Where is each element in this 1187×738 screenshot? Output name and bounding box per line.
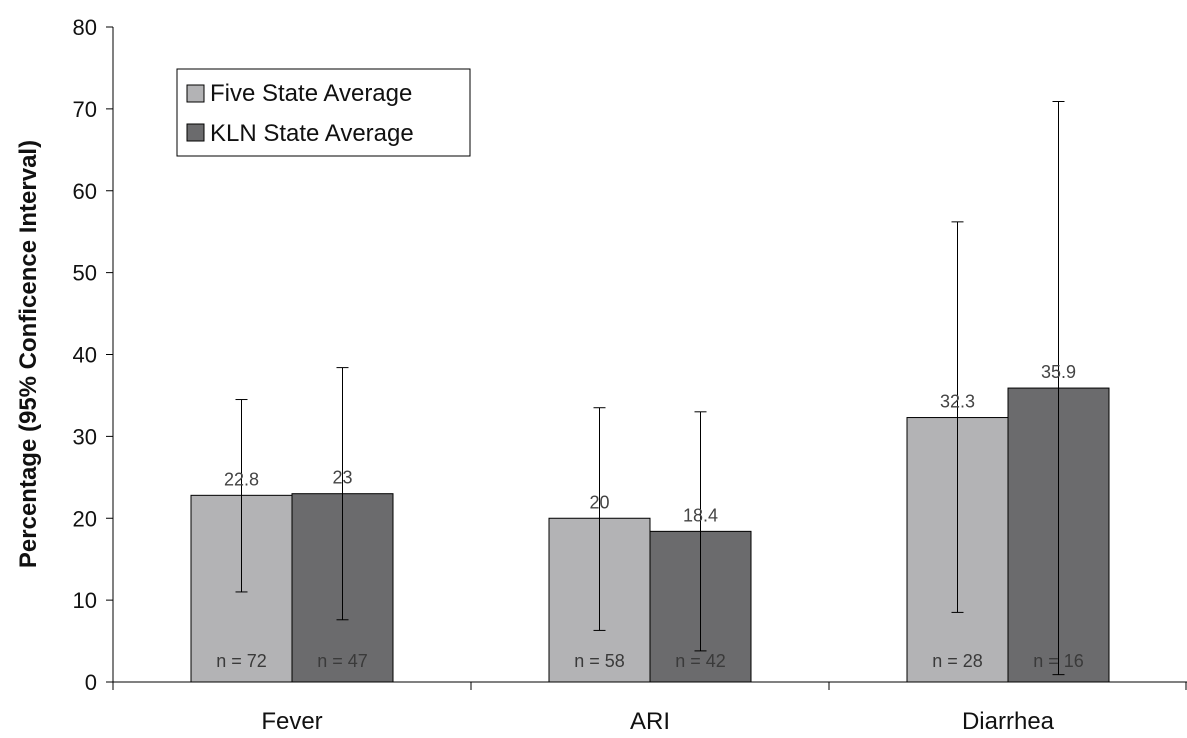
- legend-label-five-state: Five State Average: [210, 80, 412, 107]
- data-labels-layer: 22.8 n = 72 23 n = 47 20 n = 58 18.4 n = 42 32.3…: [216, 362, 1084, 671]
- n-label-ari-five-state-average: n = 58: [574, 651, 625, 671]
- y-tick-label-20: 20: [73, 506, 97, 531]
- x-category-label-fever: Fever: [261, 708, 322, 735]
- legend-swatch-kln-state: [186, 123, 205, 142]
- value-label-ari-five-state-average: 20: [589, 492, 609, 512]
- value-label-fever-five-state-average: 22.8: [224, 469, 259, 489]
- y-tick-label-40: 40: [73, 343, 97, 368]
- legend-swatch-five-state: [186, 84, 205, 103]
- y-axis-title: Percentage (95% Conficence Interval): [15, 140, 42, 568]
- n-label-diarrhea-five-state-average: n = 28: [932, 651, 983, 671]
- legend-label-kln-state: KLN State Average: [210, 120, 414, 147]
- x-category-label-ari: ARI: [630, 708, 670, 735]
- y-tick-label-60: 60: [73, 179, 97, 204]
- legend: Five State Average KLN State Average: [176, 68, 471, 157]
- n-label-ari-kln-state-average: n = 42: [675, 651, 726, 671]
- bars-layer: [190, 387, 1110, 683]
- n-label-fever-five-state-average: n = 72: [216, 651, 267, 671]
- value-label-diarrhea-kln-state-average: 35.9: [1041, 362, 1076, 382]
- value-label-diarrhea-five-state-average: 32.3: [940, 392, 975, 412]
- n-label-fever-kln-state-average: n = 47: [317, 651, 368, 671]
- y-tick-label-50: 50: [73, 261, 97, 286]
- y-tick-label-0: 0: [85, 670, 97, 695]
- y-tick-label-70: 70: [73, 97, 97, 122]
- n-label-diarrhea-kln-state-average: n = 16: [1033, 651, 1084, 671]
- legend-box: [176, 68, 471, 157]
- value-label-fever-kln-state-average: 23: [332, 468, 352, 488]
- y-tick-label-10: 10: [73, 588, 97, 613]
- value-label-ari-kln-state-average: 18.4: [683, 505, 718, 525]
- x-category-label-diarrhea: Diarrhea: [962, 708, 1055, 735]
- y-tick-label-30: 30: [73, 424, 97, 449]
- error-bars-layer: [235, 101, 1065, 676]
- y-tick-label-80: 80: [73, 15, 97, 40]
- axes-layer: 0 10 20 30 40 50 60 70 80 Fever ARI Diarrhea: [73, 15, 1187, 735]
